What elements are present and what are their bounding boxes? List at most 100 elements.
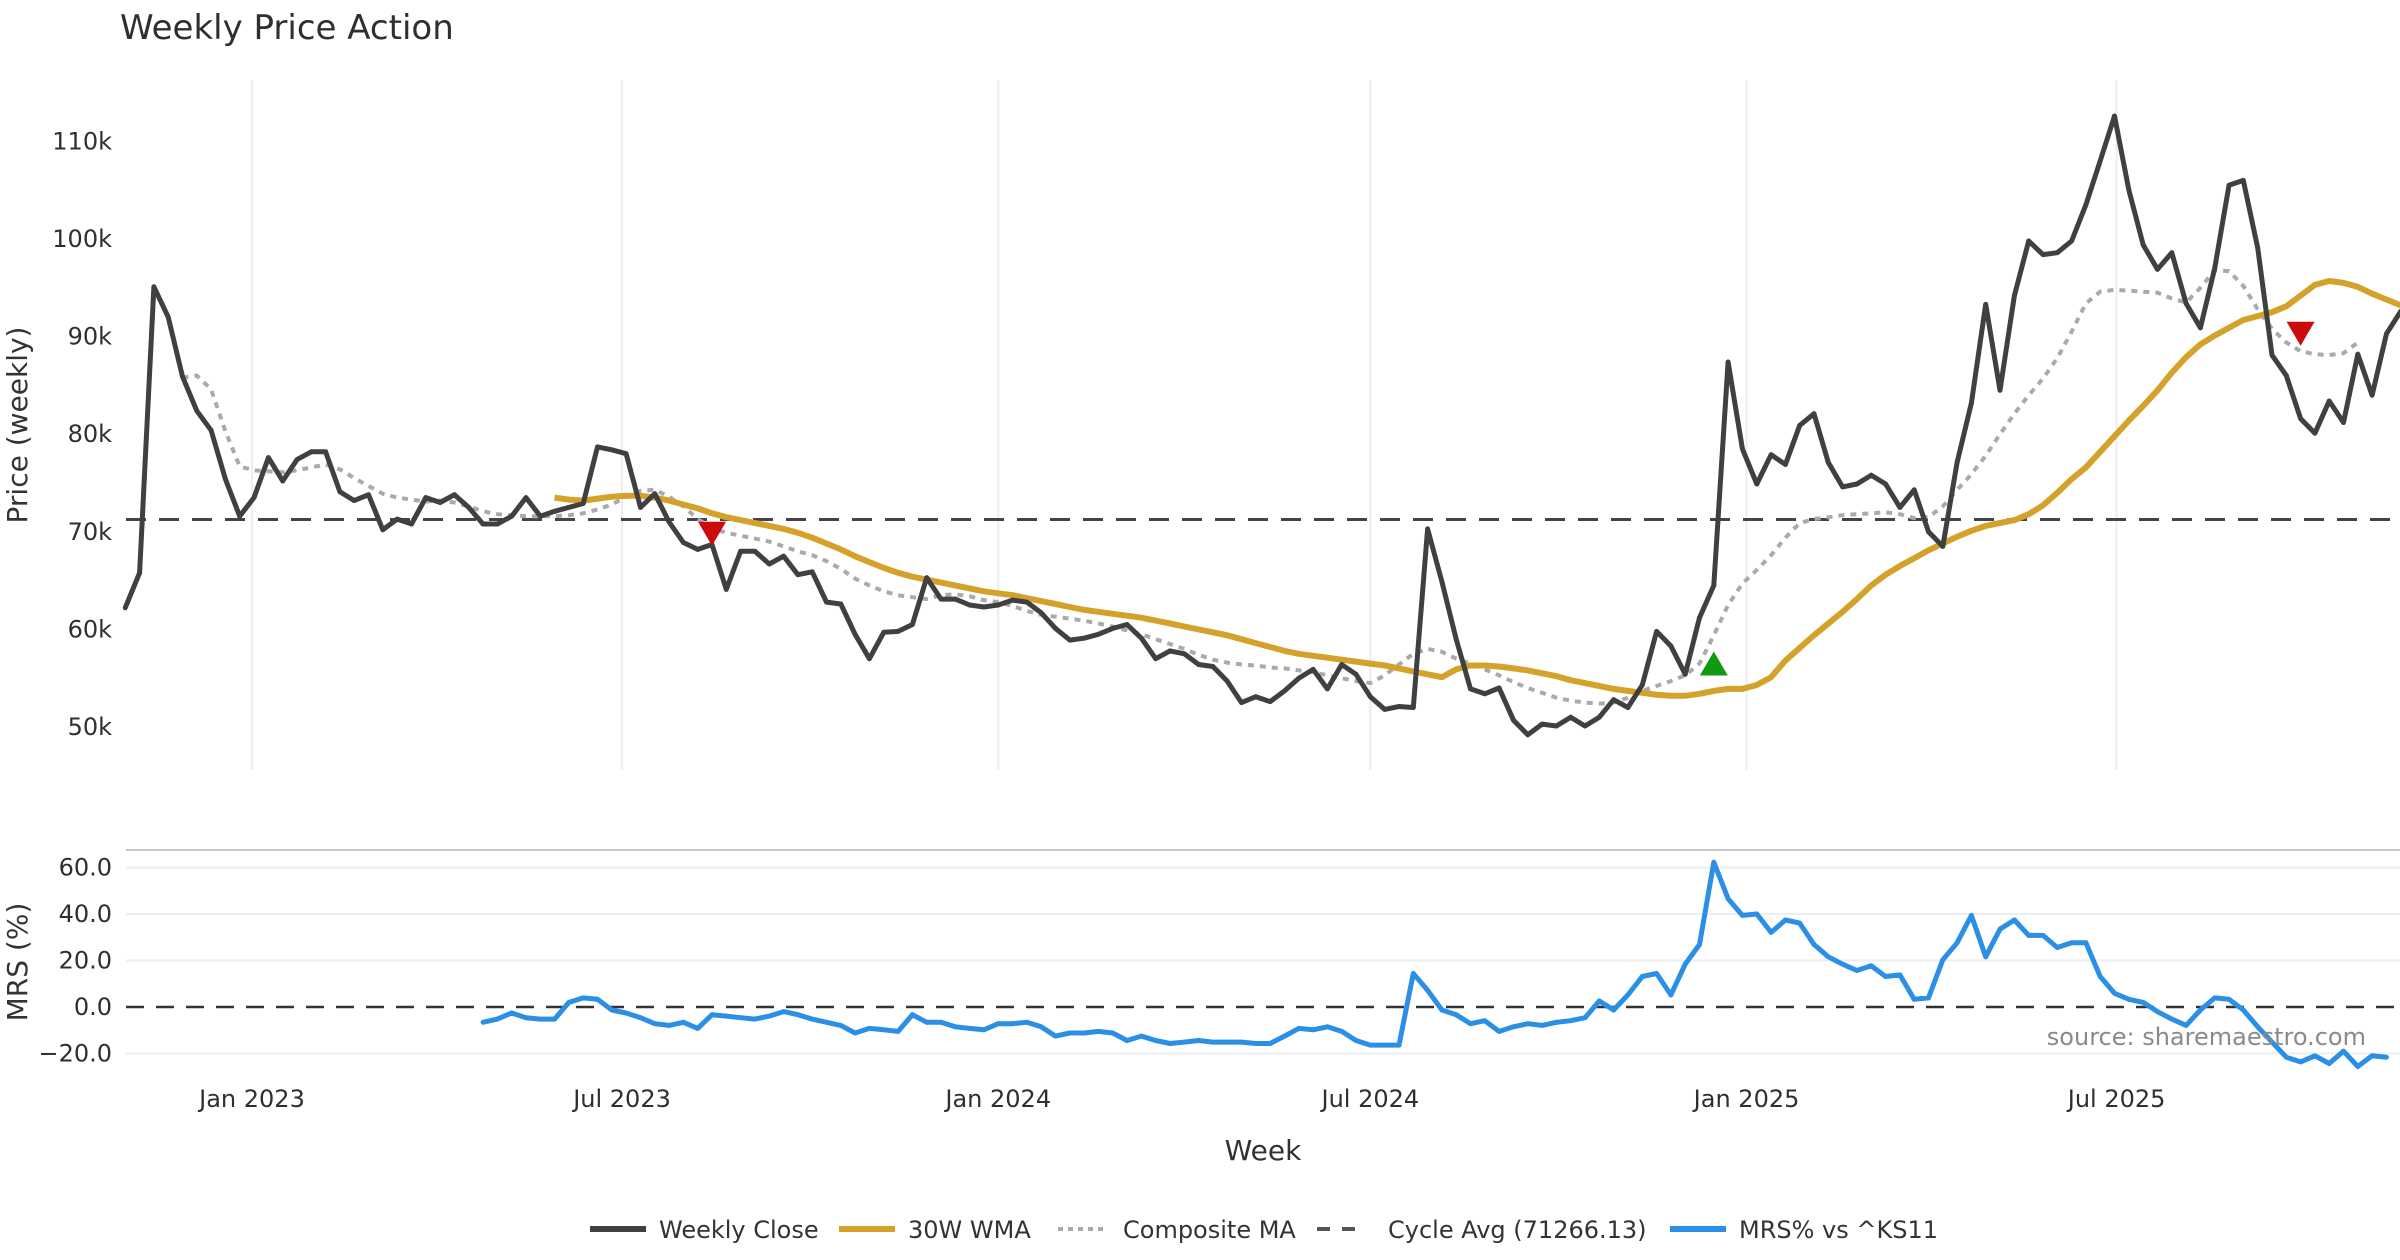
mrs-point bbox=[1496, 1029, 1502, 1034]
weekly-close-point bbox=[1296, 675, 1302, 681]
mrs-point bbox=[2384, 1054, 2389, 1060]
weekly-close-point bbox=[867, 656, 872, 662]
mrs-y-axis-label: MRS (%) bbox=[1, 903, 34, 1022]
mrs-point bbox=[1582, 1015, 1588, 1021]
weekly-close-point bbox=[738, 548, 743, 554]
mrs-point bbox=[1911, 996, 1917, 1002]
weekly-close-point bbox=[838, 601, 844, 607]
price-y-tick-label: 50k bbox=[68, 713, 113, 741]
mrs-point bbox=[1396, 1042, 1402, 1048]
mrs-point bbox=[609, 1007, 615, 1013]
mrs-point bbox=[552, 1016, 557, 1022]
weekly-close-points bbox=[122, 113, 2400, 738]
mrs-point bbox=[1167, 1041, 1173, 1046]
weekly-close-point bbox=[1224, 678, 1230, 684]
weekly-close-point bbox=[2112, 113, 2117, 119]
weekly-close-point bbox=[1854, 481, 1860, 487]
weekly-close-point bbox=[2183, 301, 2189, 306]
weekly-close-point bbox=[566, 505, 572, 510]
weekly-close-point bbox=[122, 605, 128, 611]
mrs-point bbox=[1768, 930, 1774, 935]
mrs-point bbox=[1797, 920, 1803, 926]
x-tick-label: Jul 2025 bbox=[2066, 1085, 2166, 1113]
mrs-point bbox=[2169, 1016, 2175, 1022]
weekly-close-point bbox=[995, 602, 1001, 608]
weekly-close-point bbox=[952, 596, 958, 602]
mrs-point bbox=[2355, 1064, 2361, 1069]
mrs-point bbox=[952, 1024, 958, 1030]
weekly-close-point bbox=[1282, 688, 1287, 694]
mrs-point bbox=[681, 1019, 686, 1025]
mrs-point bbox=[2269, 1039, 2275, 1045]
weekly-close-point bbox=[2069, 238, 2075, 244]
weekly-close-point bbox=[2326, 398, 2332, 404]
weekly-close-point bbox=[1926, 529, 1931, 535]
weekly-close-point bbox=[2341, 420, 2346, 425]
mrs-point bbox=[1425, 987, 1430, 993]
weekly-close-point bbox=[1711, 583, 1717, 588]
weekly-close-point bbox=[2026, 238, 2032, 244]
weekly-close-point bbox=[1511, 717, 1516, 723]
mrs-points bbox=[480, 859, 2389, 1069]
weekly-close-point bbox=[1697, 615, 1702, 621]
legend-item-30w-wma: 30W WMA bbox=[839, 1216, 1031, 1244]
mrs-point bbox=[752, 1016, 758, 1022]
weekly-close-point bbox=[1954, 460, 1960, 465]
mrs-point bbox=[1181, 1039, 1187, 1045]
weekly-close-point bbox=[366, 492, 371, 498]
weekly-close-point bbox=[1453, 636, 1459, 642]
weekly-close-point bbox=[437, 500, 443, 505]
weekly-close-point bbox=[1611, 697, 1616, 703]
price-y-ticks: 50k 60k 70k 80k 90k 100k 110k bbox=[52, 127, 112, 741]
weekly-close-point bbox=[2269, 352, 2275, 358]
weekly-close-point bbox=[1740, 446, 1745, 452]
mrs-point bbox=[1639, 974, 1645, 979]
weekly-close-point bbox=[2255, 245, 2261, 251]
weekly-close-point bbox=[1410, 705, 1416, 710]
weekly-close-point bbox=[380, 527, 386, 533]
mrs-point bbox=[1124, 1038, 1130, 1043]
mrs-point bbox=[910, 1012, 915, 1018]
mrs-point bbox=[1983, 954, 1989, 960]
mrs-point bbox=[2083, 940, 2089, 946]
mrs-point bbox=[1382, 1042, 1388, 1048]
weekly-close-point bbox=[2155, 266, 2160, 272]
weekly-close-point bbox=[1668, 643, 1674, 649]
mrs-point bbox=[2255, 1024, 2261, 1030]
price-panel: 50k 60k 70k 80k 90k 100k 110k Price (weekly) bbox=[1, 80, 2400, 770]
mrs-y-ticks: −20.0 0.0 20.0 40.0 60.0 bbox=[38, 854, 112, 1068]
weekly-close-point bbox=[2283, 373, 2289, 378]
weekly-close-point bbox=[1439, 579, 1445, 584]
mrs-point bbox=[723, 1013, 729, 1019]
mrs-point bbox=[1439, 1007, 1445, 1013]
weekly-close-point bbox=[280, 478, 286, 484]
weekly-close-point bbox=[1825, 460, 1831, 465]
weekly-close-point bbox=[237, 513, 243, 519]
source-credit: source: sharemaestro.com bbox=[2047, 1023, 2366, 1051]
buy-signal-marker bbox=[1699, 651, 1728, 676]
mrs-point bbox=[1410, 971, 1416, 976]
weekly-close-point bbox=[2240, 178, 2246, 183]
weekly-close-point bbox=[323, 449, 328, 455]
mrs-y-tick-label: −20.0 bbox=[38, 1040, 112, 1068]
weekly-close-point bbox=[695, 547, 701, 552]
legend-label-30w-wma: 30W WMA bbox=[908, 1216, 1031, 1244]
weekly-close-point bbox=[1239, 700, 1244, 705]
mrs-y-tick-label: 20.0 bbox=[59, 947, 112, 975]
weekly-close-point bbox=[2198, 325, 2203, 331]
mrs-point bbox=[852, 1030, 858, 1036]
weekly-close-point bbox=[2212, 265, 2218, 271]
mrs-point bbox=[781, 1009, 786, 1014]
mrs-point bbox=[824, 1019, 829, 1025]
weekly-close-point bbox=[1969, 400, 1974, 406]
price-y-tick-label: 80k bbox=[68, 420, 113, 448]
mrs-point bbox=[1339, 1029, 1345, 1034]
mrs-point bbox=[967, 1026, 972, 1031]
mrs-point bbox=[2097, 974, 2103, 979]
weekly-close-point bbox=[2298, 416, 2304, 421]
legend-label-weekly-close: Weekly Close bbox=[659, 1216, 819, 1244]
mrs-line bbox=[482, 859, 2387, 1069]
mrs-point bbox=[695, 1026, 701, 1031]
weekly-close-point bbox=[423, 495, 429, 500]
weekly-close-line bbox=[122, 113, 2400, 738]
